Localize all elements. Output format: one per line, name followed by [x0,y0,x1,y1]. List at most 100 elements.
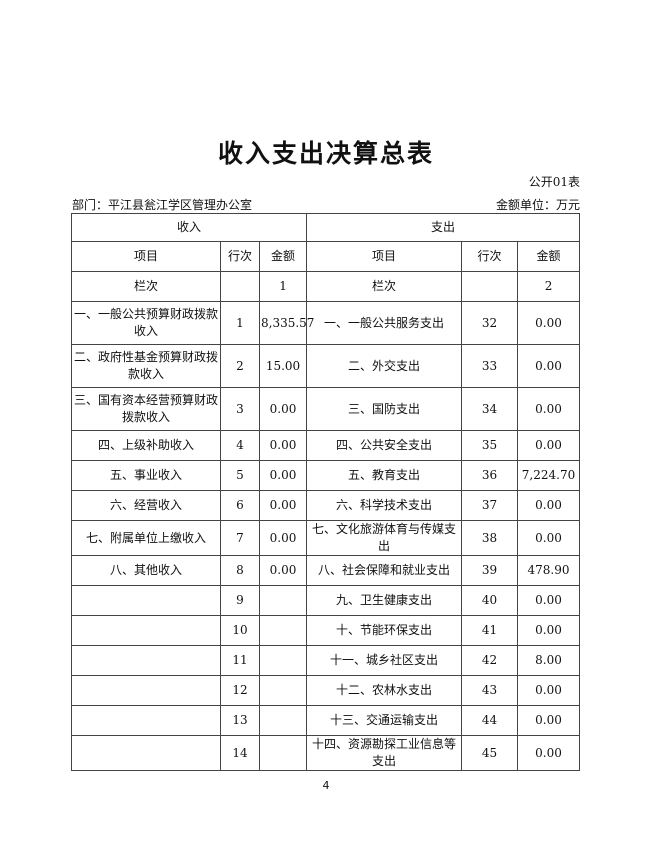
expense-amount-cell: 478.90 [517,555,581,586]
table-row: 9 九、卫生健康支出 40 0.00 [71,585,581,616]
income-expense-table: 收入 支出 项目 行次 金额 项目 行次 金额 栏次 1 栏次 2 一、一般公共… [70,213,581,771]
income-line-cell: 7 [220,520,260,556]
expense-col-label: 栏次 [306,271,463,302]
table-row: 八、其他收入 8 0.00 八、社会保障和就业支出 39 478.90 [71,555,581,586]
expense-item-cell: 六、科学技术支出 [306,490,463,521]
expense-line-cell: 32 [461,301,519,345]
expense-line-cell: 34 [461,387,519,431]
table-row: 一、一般公共预算财政拨款收入 1 8,335.57 一、一般公共服务支出 32 0.00 [71,301,581,345]
income-item-cell [71,585,221,616]
expense-item-cell: 八、社会保障和就业支出 [306,555,463,586]
expense-line-cell: 36 [461,460,519,491]
income-col-label: 栏次 [71,271,221,302]
income-line-cell: 11 [220,645,260,676]
income-amount-cell [258,705,308,736]
expense-line-cell: 40 [461,585,519,616]
table-row: 11 十一、城乡社区支出 42 8.00 [71,645,581,676]
income-line-cell: 4 [220,430,260,461]
expense-item-cell: 一、一般公共服务支出 [306,301,463,345]
income-amount-cell [258,645,308,676]
expense-item-cell: 二、外交支出 [306,344,463,388]
expense-line-cell: 42 [461,645,519,676]
table-row: 二、政府性基金预算财政拨款收入 2 15.00 二、外交支出 33 0.00 [71,344,581,388]
page-number: 4 [322,779,330,792]
table-row: 四、上级补助收入 4 0.00 四、公共安全支出 35 0.00 [71,430,581,461]
income-line-cell: 3 [220,387,260,431]
form-number: 公开01表 [528,175,580,189]
expense-line-cell: 44 [461,705,519,736]
income-line-cell: 5 [220,460,260,491]
expense-item-cell: 五、教育支出 [306,460,463,491]
income-line-header: 行次 [220,241,260,272]
page-title: 收入支出决算总表 [217,139,434,168]
income-line-cell: 12 [220,675,260,706]
table-row: 10 十、节能环保支出 41 0.00 [71,615,581,646]
expense-item-cell: 七、文化旅游体育与传媒支出 [306,520,463,556]
expense-amount-cell: 8.00 [517,645,581,676]
department-label: 部门：平江县瓮江学区管理办公室 [72,198,253,212]
income-line-cell: 1 [220,301,260,345]
income-amount-cell: 0.00 [258,555,308,586]
expense-amount-cell: 7,224.70 [517,460,581,491]
expense-line-cell: 43 [461,675,519,706]
expense-line-cell: 37 [461,490,519,521]
income-line-cell: 6 [220,490,260,521]
expense-amount-cell: 0.00 [517,585,581,616]
income-amount-cell: 8,335.57 [258,301,314,345]
income-item-cell: 二、政府性基金预算财政拨款收入 [71,344,221,388]
income-line-cell: 8 [220,555,260,586]
income-amount-cell: 15.00 [258,344,308,388]
income-line-cell: 2 [220,344,260,388]
expense-amount-cell: 0.00 [517,520,581,556]
unit-label: 金额单位：万元 [495,198,580,212]
income-item-cell: 八、其他收入 [71,555,221,586]
expense-header: 支出 [306,213,581,242]
column-number-row: 栏次 1 栏次 2 [71,271,581,302]
income-amount-cell: 0.00 [258,460,308,491]
expense-col-empty [461,271,519,302]
expense-line-cell: 45 [461,735,519,771]
table-row: 12 十二、农林水支出 43 0.00 [71,675,581,706]
expense-line-cell: 33 [461,344,519,388]
income-item-cell: 三、国有资本经营预算财政拨款收入 [71,387,221,431]
expense-amount-cell: 0.00 [517,387,581,431]
expense-line-cell: 41 [461,615,519,646]
income-item-cell: 六、经营收入 [71,490,221,521]
expense-item-header: 项目 [306,241,463,272]
income-line-cell: 14 [220,735,260,771]
table-row: 13 十三、交通运输支出 44 0.00 [71,705,581,736]
expense-item-cell: 十二、农林水支出 [306,675,463,706]
expense-amount-header: 金额 [517,241,581,272]
income-amount-cell [258,735,308,771]
income-item-cell: 五、事业收入 [71,460,221,491]
expense-amount-cell: 0.00 [517,705,581,736]
income-item-cell [71,735,221,771]
income-amount-header: 金额 [258,241,308,272]
income-item-cell: 四、上级补助收入 [71,430,221,461]
income-amount-cell [258,585,308,616]
expense-item-cell: 十、节能环保支出 [306,615,463,646]
expense-line-cell: 38 [461,520,519,556]
expense-item-cell: 十三、交通运输支出 [306,705,463,736]
income-amount-cell: 0.00 [258,490,308,521]
expense-amount-cell: 0.00 [517,344,581,388]
expense-line-cell: 35 [461,430,519,461]
expense-item-cell: 十一、城乡社区支出 [306,645,463,676]
table-row: 五、事业收入 5 0.00 五、教育支出 36 7,224.70 [71,460,581,491]
expense-amount-cell: 0.00 [517,301,581,345]
expense-amount-cell: 0.00 [517,735,581,771]
income-line-cell: 13 [220,705,260,736]
expense-line-cell: 39 [461,555,519,586]
income-amount-cell [258,675,308,706]
income-item-cell: 七、附属单位上缴收入 [71,520,221,556]
expense-amount-cell: 0.00 [517,675,581,706]
expense-item-cell: 十四、资源勘探工业信息等支出 [306,735,463,771]
expense-col-number: 2 [517,271,581,302]
income-amount-cell: 0.00 [258,520,308,556]
income-item-cell [71,645,221,676]
income-item-cell [71,675,221,706]
expense-item-cell: 九、卫生健康支出 [306,585,463,616]
income-item-cell [71,705,221,736]
table-row: 六、经营收入 6 0.00 六、科学技术支出 37 0.00 [71,490,581,521]
expense-item-cell: 三、国防支出 [306,387,463,431]
